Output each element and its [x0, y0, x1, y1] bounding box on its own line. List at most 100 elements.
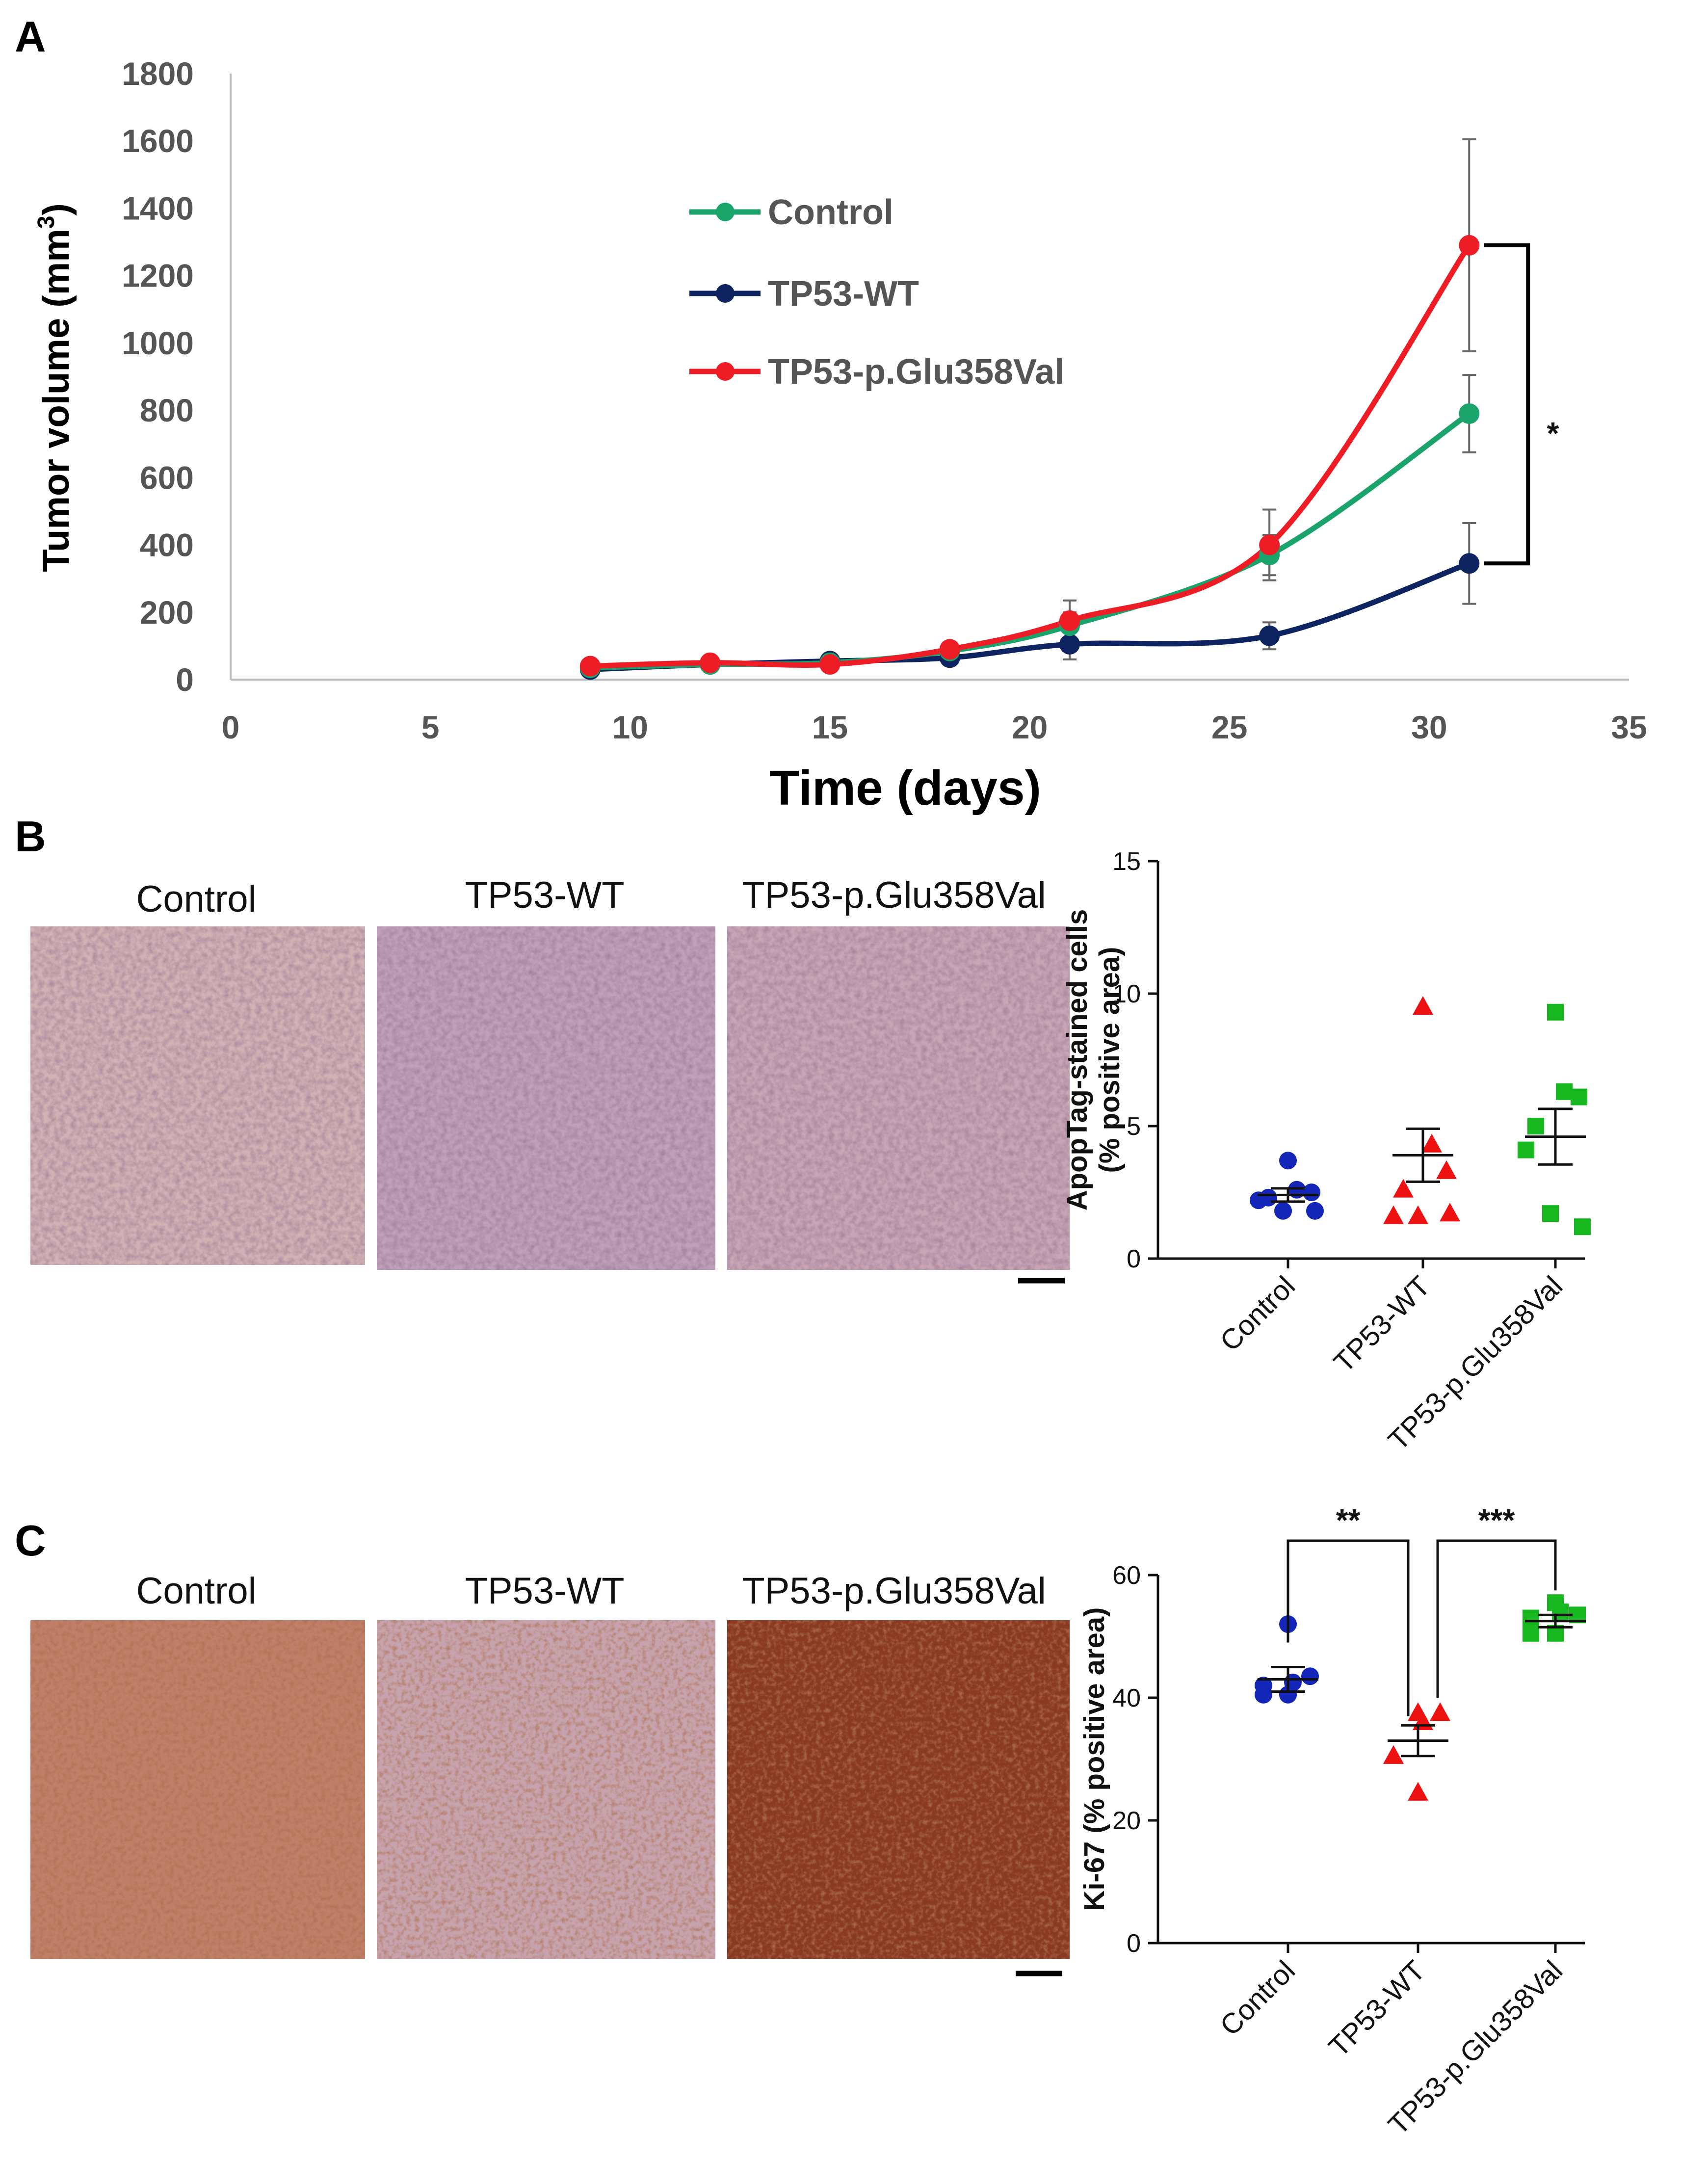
a-point-tp53-glu358val [700, 652, 721, 673]
legend-marker-tp53-wt [716, 284, 735, 303]
a-x-tick-label: 10 [612, 709, 648, 745]
data-point-tp53-glu358val [1523, 1609, 1539, 1627]
a-y-axis-title: Tumor volume (mm3) [33, 203, 77, 572]
y-axis-title-line-1: ApopTag-stained cells [1061, 909, 1093, 1210]
data-point-tp53-glu358val [1547, 1003, 1564, 1021]
ihc-images-b: Control TP53-WT TP53-p.Glu358Val [30, 874, 1070, 1284]
a-point-tp53-wt [1059, 633, 1080, 655]
a-line-control [587, 411, 1472, 671]
x-category-label-control: Control [1214, 1954, 1301, 2042]
ihc-image-c-tp53-wt [377, 1620, 715, 1959]
data-point-tp53-wt [1440, 1203, 1460, 1222]
x-category-label-tp53-wt: TP53-WT [1328, 1270, 1436, 1378]
a-point-tp53-glu358val [939, 639, 960, 660]
data-point-control [1279, 1685, 1297, 1704]
y-tick-label: 40 [1112, 1684, 1141, 1712]
panel-label-a: A [15, 12, 46, 61]
a-y-tick-label: 0 [176, 661, 194, 698]
a-point-tp53-glu358val [1059, 610, 1080, 631]
legend-marker-tp53-glu358val [716, 362, 735, 381]
significance-label: ** [1336, 1502, 1361, 1538]
ihc-image-b-control [30, 926, 365, 1265]
a-point-tp53-glu358val [1259, 534, 1280, 555]
data-point-tp53-glu358val [1527, 1118, 1544, 1134]
tumor-volume-chart: 0 200 400 600 800 1000 1200 1400 1600 1800 0 5 10 15… [33, 55, 1647, 816]
data-point-tp53-wt [1393, 1179, 1414, 1198]
data-point-control [1255, 1685, 1272, 1704]
data-point-tp53-glu358val [1574, 1218, 1591, 1236]
y-tick-label: 20 [1112, 1807, 1141, 1835]
significance-bracket [1436, 1539, 1557, 1698]
y-tick-label: 5 [1127, 1112, 1141, 1141]
significance-bracket [1287, 1539, 1410, 1716]
image-title-c-tp53-glu358val: TP53-p.Glu358Val [742, 1570, 1046, 1612]
a-y-tick-label: 400 [140, 527, 194, 563]
data-point-control [1303, 1184, 1320, 1201]
data-point-tp53-wt [1430, 1702, 1450, 1721]
a-point-tp53-glu358val [1459, 235, 1480, 256]
a-line-tp53-wt [587, 560, 1472, 672]
a-x-tick-label: 0 [222, 709, 240, 745]
significance-label: *** [1478, 1502, 1515, 1538]
image-title-b-tp53-glu358val: TP53-p.Glu358Val [742, 874, 1046, 916]
a-x-axis-title: Time (days) [769, 761, 1041, 816]
data-point-tp53-wt [1408, 1782, 1428, 1801]
a-y-tick-label: 1000 [122, 325, 194, 361]
a-y-tick-label: 1400 [122, 190, 194, 226]
image-title-c-control: Control [136, 1570, 257, 1612]
a-y-tick-label: 600 [140, 459, 194, 496]
ihc-image-c-tp53-glu358val [727, 1620, 1070, 1959]
image-title-b-tp53-wt: TP53-WT [465, 874, 624, 916]
x-category-label-tp53-wt: TP53-WT [1323, 1954, 1431, 2063]
a-y-tick-label: 1800 [122, 55, 194, 92]
a-point-control [1459, 403, 1480, 424]
a-x-tick-label: 20 [1012, 709, 1048, 745]
data-point-control [1274, 1202, 1292, 1220]
a-significance-bracket [1484, 243, 1530, 566]
data-point-control [1279, 1152, 1297, 1170]
a-line-tp53-glu358val [587, 242, 1472, 669]
y-tick-label: 0 [1127, 1245, 1141, 1273]
data-point-control [1301, 1667, 1319, 1685]
y-tick-label: 15 [1112, 847, 1141, 876]
ihc-images-c: Control TP53-WT TP53-p.Glu358Val [30, 1570, 1070, 1976]
image-title-b-control: Control [136, 878, 257, 920]
data-point-tp53-glu358val [1571, 1088, 1587, 1105]
a-point-tp53-wt [1259, 625, 1280, 646]
y-tick-label: 60 [1112, 1561, 1141, 1590]
ihc-image-c-control [30, 1620, 365, 1959]
legend-marker-control [716, 203, 735, 221]
a-legend: Control TP53-WT TP53-p.Glu358Val [689, 193, 1064, 392]
apoptag-scatter-chart: 0 5 10 15 ApopTag-stained cells(% positive a… [1061, 847, 1591, 1457]
a-point-tp53-wt [1459, 553, 1480, 574]
a-point-tp53-glu358val [819, 654, 840, 675]
data-point-tp53-wt [1413, 996, 1433, 1015]
data-point-tp53-glu358val [1518, 1141, 1534, 1158]
a-y-tick-label: 1200 [122, 258, 194, 294]
data-point-tp53-glu358val [1523, 1625, 1539, 1642]
legend-label-tp53-glu358val: TP53-p.Glu358Val [768, 352, 1064, 392]
panel-label-c: C [15, 1516, 46, 1565]
data-point-tp53-glu358val [1556, 1083, 1573, 1100]
panel-label-b: B [15, 812, 46, 861]
a-point-tp53-glu358val [579, 656, 601, 677]
a-x-tick-label: 35 [1611, 709, 1647, 745]
a-x-tick-label: 25 [1211, 709, 1247, 745]
a-x-tick-label: 5 [421, 709, 440, 745]
legend-item-tp53-wt: TP53-WT [689, 274, 919, 314]
legend-label-tp53-wt: TP53-WT [768, 274, 919, 314]
data-point-tp53-wt [1383, 1205, 1404, 1224]
a-significance-star: * [1547, 416, 1559, 451]
a-x-tick-label: 30 [1411, 709, 1447, 745]
data-point-tp53-wt [1408, 1205, 1428, 1224]
y-tick-label: 10 [1112, 980, 1141, 1008]
data-point-tp53-glu358val [1542, 1205, 1559, 1222]
data-point-tp53-wt [1436, 1160, 1457, 1179]
data-point-tp53-wt [1421, 1133, 1442, 1153]
a-y-tick-label: 200 [140, 594, 194, 631]
data-point-control [1306, 1202, 1324, 1220]
legend-label-control: Control [768, 193, 893, 232]
y-axis-title: Ki-67 (% positive area) [1078, 1607, 1110, 1911]
